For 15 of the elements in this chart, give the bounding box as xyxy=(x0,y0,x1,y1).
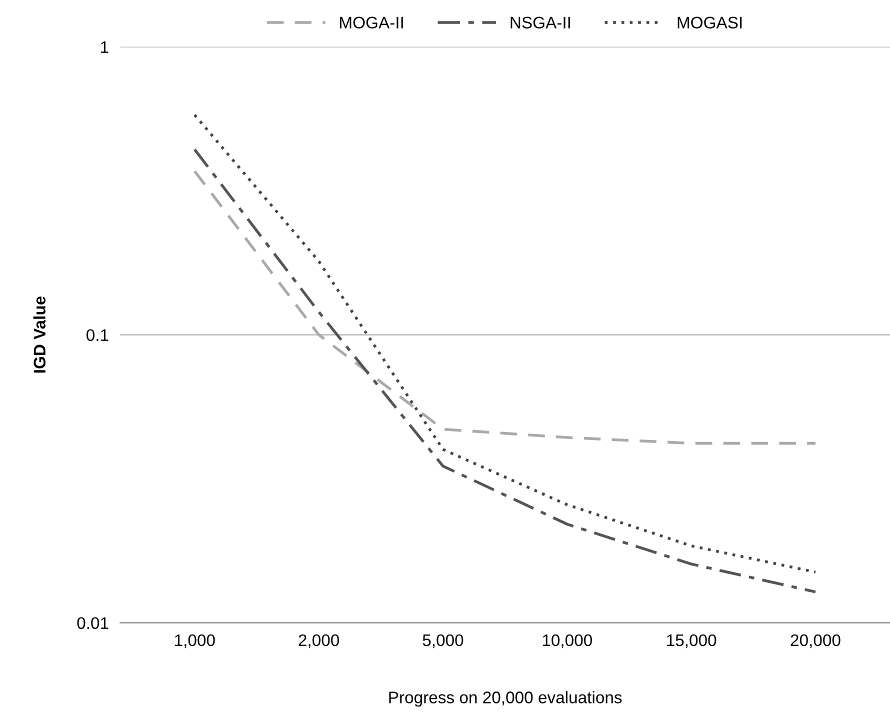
legend-label: NSGA-II xyxy=(510,16,570,29)
y-tick-label: 1 xyxy=(101,41,108,53)
x-tick-label: 20,000 xyxy=(790,634,840,648)
x-tick-label: 5,000 xyxy=(422,634,464,648)
x-tick-label: 1,000 xyxy=(175,634,215,648)
line-series xyxy=(193,170,817,445)
x-tick-label: 15,000 xyxy=(667,634,716,648)
legend-label: MOGA-II xyxy=(340,16,403,29)
legend-label: MOGASI xyxy=(678,16,742,29)
x-tick-label: 10,000 xyxy=(542,634,592,648)
y-axis-title: IGD Value xyxy=(33,296,46,373)
x-axis-title: Progress on 20,000 evaluations xyxy=(389,691,622,707)
y-tick-label: 0.01 xyxy=(77,617,108,630)
y-tick-label: 0.1 xyxy=(86,329,108,342)
x-tick-label: 2,000 xyxy=(298,634,340,648)
